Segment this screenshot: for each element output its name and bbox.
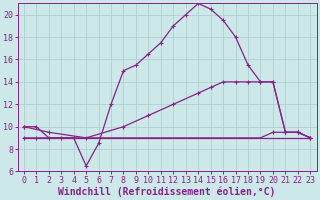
X-axis label: Windchill (Refroidissement éolien,°C): Windchill (Refroidissement éolien,°C) [58, 186, 276, 197]
